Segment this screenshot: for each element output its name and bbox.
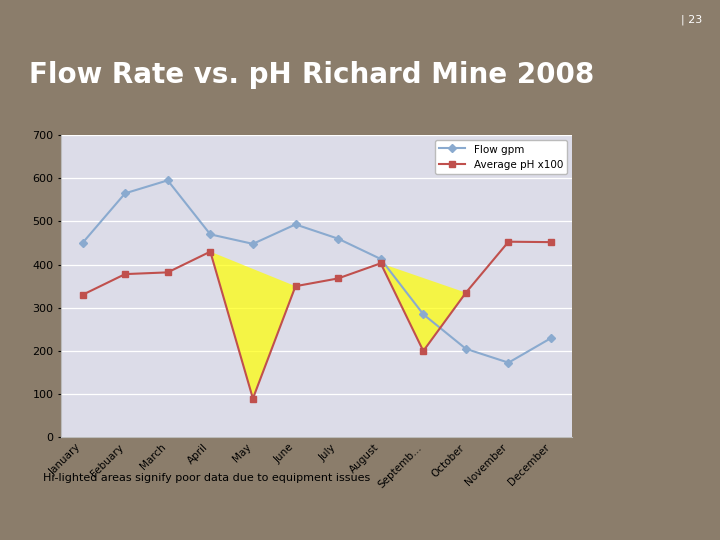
Flow gpm	[291, 221, 300, 228]
Flow gpm	[121, 190, 130, 197]
Average pH x100	[78, 292, 87, 298]
Flow gpm	[419, 311, 428, 318]
Text: Hi-lighted areas signify poor data due to equipment issues: Hi-lighted areas signify poor data due t…	[43, 473, 371, 483]
Text: Richard Mine 2008: Richard Mine 2008	[302, 61, 595, 89]
Average pH x100	[546, 239, 555, 245]
Line: Flow gpm: Flow gpm	[80, 178, 554, 366]
Polygon shape	[210, 252, 295, 399]
Average pH x100	[419, 348, 428, 354]
Flow gpm	[546, 335, 555, 341]
Average pH x100	[504, 239, 513, 245]
Average pH x100	[121, 271, 130, 278]
Average pH x100	[377, 260, 385, 267]
Text: | 23: | 23	[680, 14, 702, 24]
Average pH x100	[163, 269, 172, 275]
Text: Flow Rate vs. pH: Flow Rate vs. pH	[29, 61, 292, 89]
Average pH x100	[291, 283, 300, 289]
Average pH x100	[462, 289, 470, 296]
Flow gpm	[504, 360, 513, 366]
Legend: Flow gpm, Average pH x100: Flow gpm, Average pH x100	[435, 140, 567, 174]
Flow gpm	[248, 241, 257, 247]
Line: Average pH x100: Average pH x100	[80, 239, 554, 401]
Flow gpm	[163, 177, 172, 184]
Average pH x100	[248, 395, 257, 402]
Flow gpm	[377, 256, 385, 262]
Average pH x100	[334, 275, 343, 282]
Polygon shape	[381, 264, 466, 351]
Flow gpm	[206, 231, 215, 238]
Average pH x100	[206, 248, 215, 255]
Flow gpm	[78, 240, 87, 246]
Flow gpm	[334, 235, 343, 242]
Flow gpm	[462, 346, 470, 352]
